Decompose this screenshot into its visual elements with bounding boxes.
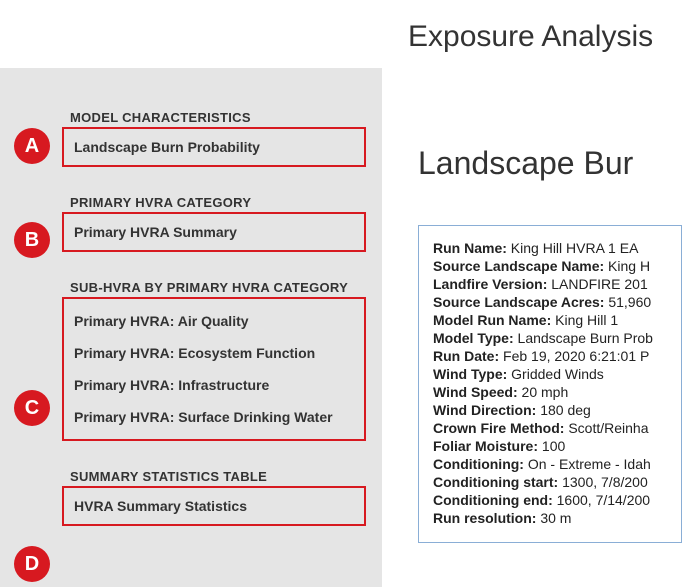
section-title: Landscape Bur	[418, 145, 633, 182]
detail-value: King H	[604, 258, 650, 274]
category-header-primary: PRIMARY HVRA CATEGORY	[70, 195, 362, 210]
detail-label: Wind Type:	[433, 366, 507, 382]
group-box-c: Primary HVRA: Air Quality Primary HVRA: …	[62, 297, 366, 441]
detail-value: Scott/Reinha	[564, 420, 648, 436]
badge-b: B	[14, 222, 50, 258]
group-box-a: Landscape Burn Probability	[62, 127, 366, 167]
detail-value: 20 mph	[518, 384, 569, 400]
detail-row: Run Name: King Hill HVRA 1 EA	[433, 240, 667, 256]
sidebar-item-primary-summary[interactable]: Primary HVRA Summary	[74, 220, 354, 244]
sidebar-item-drinking-water[interactable]: Primary HVRA: Surface Drinking Water	[74, 401, 354, 433]
detail-label: Run Date:	[433, 348, 499, 364]
detail-label: Foliar Moisture:	[433, 438, 538, 454]
detail-label: Conditioning:	[433, 456, 524, 472]
badge-c: C	[14, 390, 50, 426]
detail-row: Source Landscape Acres: 51,960	[433, 294, 667, 310]
sidebar-item-infrastructure[interactable]: Primary HVRA: Infrastructure	[74, 369, 354, 401]
group-box-b: Primary HVRA Summary	[62, 212, 366, 252]
badge-d: D	[14, 546, 50, 582]
detail-row: Model Run Name: King Hill 1	[433, 312, 667, 328]
detail-label: Model Run Name:	[433, 312, 551, 328]
detail-label: Conditioning start:	[433, 474, 558, 490]
detail-row: Model Type: Landscape Burn Prob	[433, 330, 667, 346]
detail-label: Wind Speed:	[433, 384, 518, 400]
page-title: Exposure Analysis	[408, 20, 653, 54]
detail-value: Feb 19, 2020 6:21:01 P	[499, 348, 649, 364]
sidebar-item-landscape-burn[interactable]: Landscape Burn Probability	[74, 135, 354, 159]
detail-label: Landfire Version:	[433, 276, 547, 292]
detail-row: Conditioning start: 1300, 7/8/200	[433, 474, 667, 490]
sidebar-item-ecosystem[interactable]: Primary HVRA: Ecosystem Function	[74, 337, 354, 369]
detail-row: Run Date: Feb 19, 2020 6:21:01 P	[433, 348, 667, 364]
detail-value: 1300, 7/8/200	[558, 474, 648, 490]
detail-value: LANDFIRE 201	[547, 276, 647, 292]
detail-row: Conditioning: On - Extreme - Idah	[433, 456, 667, 472]
detail-row: Conditioning end: 1600, 7/14/200	[433, 492, 667, 508]
category-header-sub: SUB-HVRA BY PRIMARY HVRA CATEGORY	[70, 280, 362, 295]
detail-label: Source Landscape Name:	[433, 258, 604, 274]
detail-row: Landfire Version: LANDFIRE 201	[433, 276, 667, 292]
detail-label: Wind Direction:	[433, 402, 536, 418]
detail-value: 30 m	[536, 510, 571, 526]
detail-value: 180 deg	[536, 402, 591, 418]
detail-row: Wind Speed: 20 mph	[433, 384, 667, 400]
detail-row: Wind Direction: 180 deg	[433, 402, 667, 418]
detail-value: King Hill 1	[551, 312, 618, 328]
group-box-d: HVRA Summary Statistics	[62, 486, 366, 526]
detail-value: 1600, 7/14/200	[553, 492, 650, 508]
badge-a: A	[14, 128, 50, 164]
detail-label: Conditioning end:	[433, 492, 553, 508]
category-header-model: MODEL CHARACTERISTICS	[70, 110, 362, 125]
category-header-summary: SUMMARY STATISTICS TABLE	[70, 469, 362, 484]
sidebar-item-air-quality[interactable]: Primary HVRA: Air Quality	[74, 305, 354, 337]
detail-row: Foliar Moisture: 100	[433, 438, 667, 454]
detail-row: Source Landscape Name: King H	[433, 258, 667, 274]
detail-label: Run resolution:	[433, 510, 536, 526]
details-panel: Run Name: King Hill HVRA 1 EA Source Lan…	[418, 225, 682, 543]
detail-row: Crown Fire Method: Scott/Reinha	[433, 420, 667, 436]
detail-label: Model Type:	[433, 330, 514, 346]
detail-label: Crown Fire Method:	[433, 420, 564, 436]
detail-value: 100	[538, 438, 565, 454]
detail-value: Landscape Burn Prob	[514, 330, 653, 346]
detail-row: Wind Type: Gridded Winds	[433, 366, 667, 382]
detail-label: Run Name:	[433, 240, 507, 256]
detail-row: Run resolution: 30 m	[433, 510, 667, 526]
detail-value: Gridded Winds	[507, 366, 603, 382]
sidebar: MODEL CHARACTERISTICS Landscape Burn Pro…	[0, 68, 382, 587]
detail-label: Source Landscape Acres:	[433, 294, 604, 310]
sidebar-item-summary-stats[interactable]: HVRA Summary Statistics	[74, 494, 354, 518]
detail-value: 51,960	[604, 294, 651, 310]
detail-value: King Hill HVRA 1 EA	[507, 240, 639, 256]
detail-value: On - Extreme - Idah	[524, 456, 651, 472]
